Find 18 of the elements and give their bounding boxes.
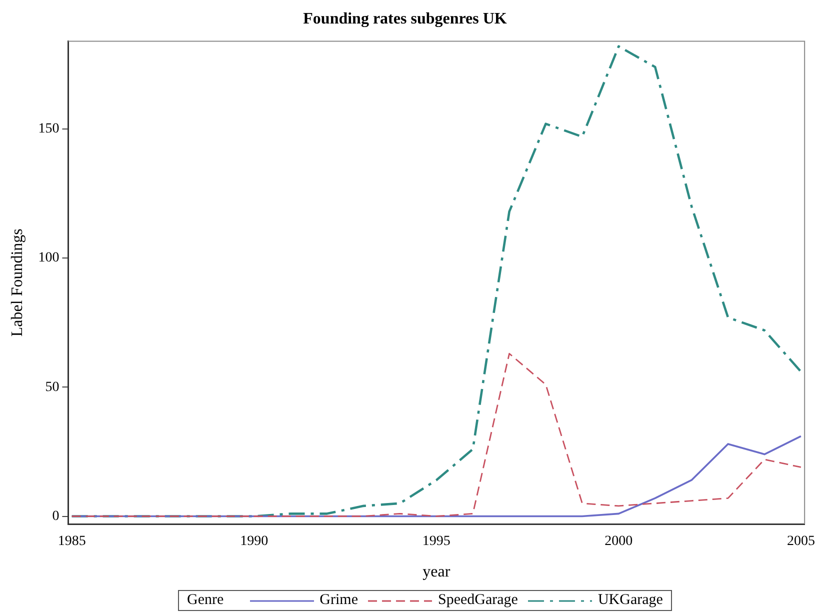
x-tick-label: 1995 [422,534,450,550]
y-tick-label: 50 [45,380,60,395]
legend-label: Grime [320,592,358,609]
chart-title: Founding rates subgenres UK [303,10,508,28]
line-series [71,352,802,517]
y-tick-label: 100 [38,250,60,266]
line-series [70,45,802,518]
legend-label: SpeedGarage [438,592,518,609]
y-tick-label: 0 [52,508,60,524]
x-tick-label: 2005 [786,534,815,550]
legend-title: Genre [187,592,224,609]
x-tick-label: 1985 [58,534,86,550]
y-axis-title: Label Foundings [8,228,26,337]
x-tick-label: 1990 [240,534,268,550]
x-tick-label: 2000 [604,534,633,550]
x-axis-title: year [422,564,451,581]
y-tick-label: 150 [38,122,60,137]
legend-label: UKGarage [598,592,663,609]
